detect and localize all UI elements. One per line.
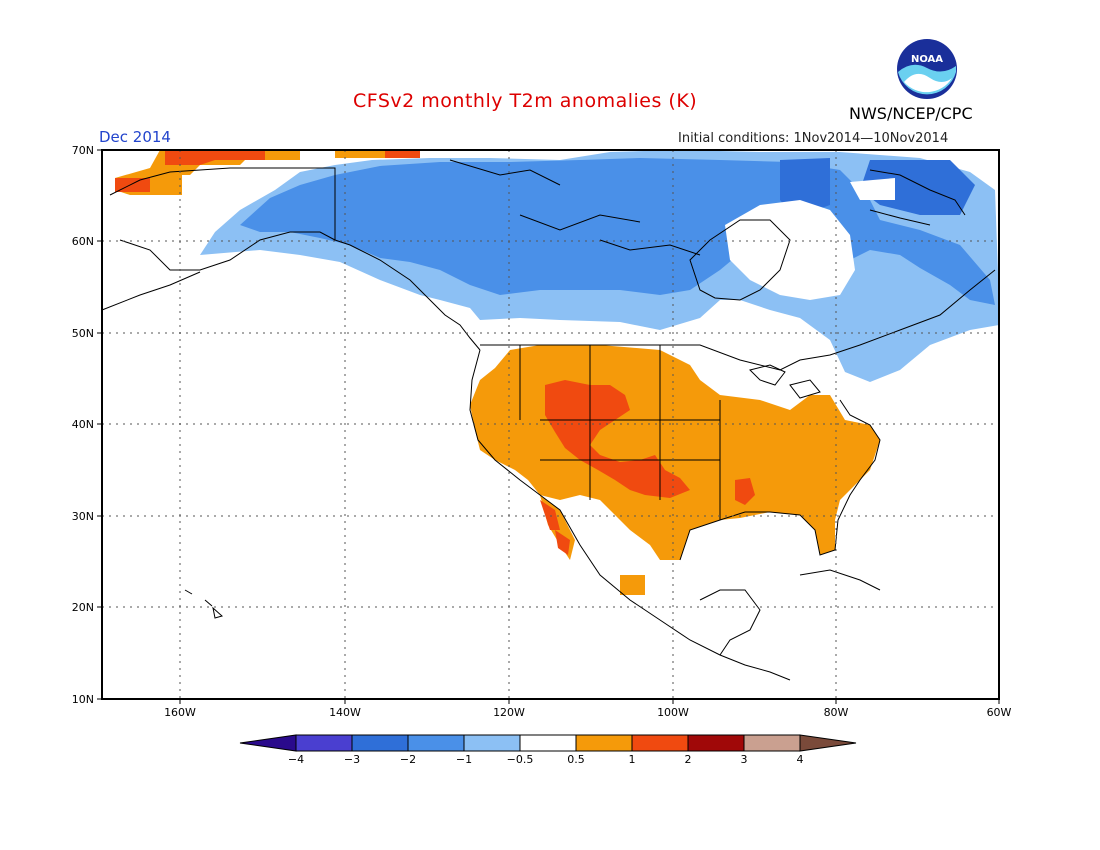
lon-label-120w: 120W — [493, 706, 525, 719]
lat-label-10: 10N — [72, 693, 94, 706]
lon-label-60w: 60W — [987, 706, 1012, 719]
lon-label-160w: 160W — [164, 706, 196, 719]
colorbar-label: −2 — [400, 753, 416, 766]
colorbar-label: −3 — [344, 753, 360, 766]
colorbar-label: 1 — [629, 753, 636, 766]
lat-label-20: 20N — [72, 601, 94, 614]
colorbar-min-arrow — [239, 734, 297, 752]
lat-label-70: 70N — [72, 144, 94, 157]
chart-title: CFSv2 monthly T2m anomalies (K) — [353, 90, 698, 112]
lat-label-50: 50N — [72, 327, 94, 340]
anomaly-fields — [115, 150, 999, 595]
colorbar — [239, 734, 857, 752]
colorbar-label: 4 — [797, 753, 804, 766]
colorbar-max-arrow — [799, 734, 857, 752]
lon-label-100w: 100W — [657, 706, 689, 719]
forecast-month: Dec 2014 — [99, 128, 171, 146]
gridlines — [102, 150, 999, 699]
noaa-logo: NOAA — [897, 39, 957, 99]
colorbar-label: 0.5 — [567, 753, 585, 766]
lat-label-40: 40N — [72, 418, 94, 431]
initial-conditions: Initial conditions: 1Nov2014—10Nov2014 — [678, 131, 949, 146]
lat-label-60: 60N — [72, 235, 94, 248]
lat-label-30: 30N — [72, 510, 94, 523]
colorbar-label: −4 — [288, 753, 304, 766]
coastlines — [101, 159, 996, 681]
colorbar-label: 3 — [741, 753, 748, 766]
lon-label-140w: 140W — [329, 706, 361, 719]
colorbar-label: −1 — [456, 753, 472, 766]
agency-label: NWS/NCEP/CPC — [849, 104, 973, 123]
colorbar-label: 2 — [685, 753, 692, 766]
logo-text: NOAA — [911, 54, 943, 65]
us-warm — [470, 345, 880, 595]
lon-label-80w: 80W — [824, 706, 849, 719]
colorbar-label: −0.5 — [507, 753, 534, 766]
